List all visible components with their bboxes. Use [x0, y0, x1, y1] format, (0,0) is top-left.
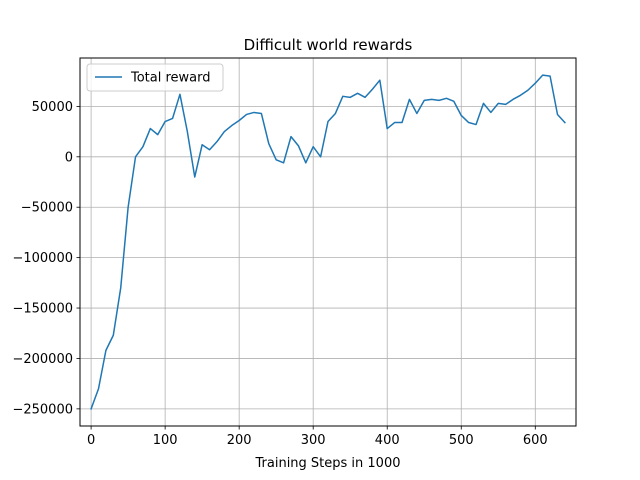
y-tick-label: −50000	[21, 201, 73, 216]
legend-box	[86, 63, 224, 92]
x-tick-label: 600	[523, 433, 548, 448]
x-axis-title: Training Steps in 1000	[255, 456, 401, 471]
chart-title: Difficult world rewards	[244, 36, 413, 54]
legend: Total reward	[86, 63, 224, 92]
x-tick-label: 100	[153, 433, 178, 448]
y-tick-label: 50000	[32, 100, 73, 115]
y-tick-label: −100000	[12, 251, 73, 266]
legend-label: Total reward	[130, 71, 211, 86]
series-layer	[90, 74, 566, 410]
x-tick-label: 400	[375, 433, 400, 448]
series-line-total-reward	[90, 74, 566, 410]
x-axis-ticks: 0 100 200 300 400 500 600	[87, 426, 548, 448]
y-tick-label: −200000	[12, 352, 73, 367]
y-axis-ticks: −250000 −200000 −150000 −100000 −50000 0 50000	[12, 100, 80, 417]
x-tick-label: 300	[301, 433, 326, 448]
plot-frame	[79, 57, 577, 427]
y-tick-label: −250000	[12, 402, 73, 417]
x-tick-label: 200	[227, 433, 252, 448]
y-tick-label: −150000	[12, 302, 73, 317]
x-tick-label: 500	[449, 433, 474, 448]
x-tick-label: 0	[87, 433, 95, 448]
y-tick-label: 0	[65, 150, 73, 165]
grid	[80, 58, 576, 426]
